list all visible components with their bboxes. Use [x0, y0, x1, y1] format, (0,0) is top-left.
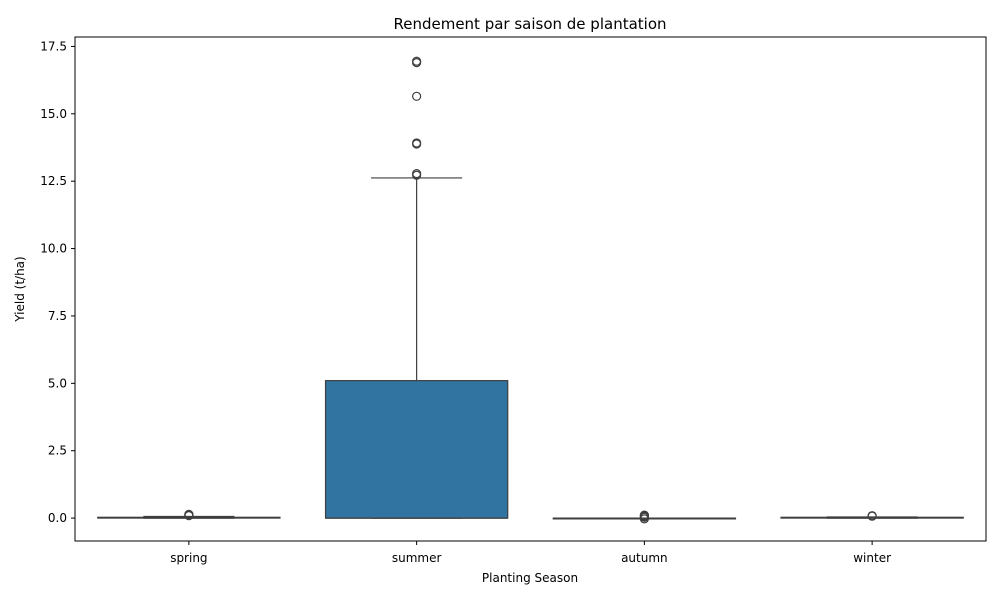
y-tick-label: 12.5 [40, 174, 67, 188]
box-winter [780, 511, 964, 521]
box-spring [97, 509, 281, 521]
x-axis-label: Planting Season [482, 571, 578, 585]
outlier-point [867, 511, 877, 521]
iqr-box [324, 380, 509, 519]
y-tick-label: 10.0 [40, 242, 67, 256]
outlier-point [412, 169, 422, 179]
outlier-point [639, 510, 649, 520]
outlier-point [184, 509, 194, 519]
y-tick-label: 15.0 [40, 107, 67, 121]
outlier-point [412, 91, 422, 101]
outlier-point [639, 514, 649, 524]
y-tick-label: 17.5 [40, 39, 67, 53]
y-axis-label: Yield (t/ha) [13, 256, 27, 322]
outlier-point [412, 138, 422, 148]
y-tick-label: 7.5 [48, 309, 67, 323]
y-tick-label: 0.0 [48, 511, 67, 525]
x-tick-label: summer [392, 551, 442, 565]
plot-frame [74, 36, 987, 542]
x-tick-label: spring [170, 551, 207, 565]
y-tick-label: 5.0 [48, 376, 67, 390]
chart-title: Rendement par saison de plantation [393, 15, 666, 33]
x-tick-label: winter [853, 551, 891, 565]
y-tick-label: 2.5 [48, 444, 67, 458]
x-tick-label: autumn [621, 551, 668, 565]
box-summer [324, 56, 509, 519]
outlier-point [412, 56, 422, 66]
plot-area [97, 56, 964, 524]
box-autumn [552, 510, 737, 524]
